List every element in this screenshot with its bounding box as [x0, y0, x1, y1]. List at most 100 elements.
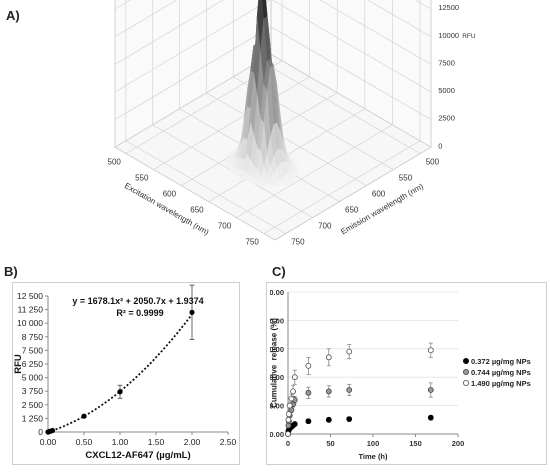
x-gridline	[263, 0, 421, 234]
y-tick-label: 0	[38, 427, 43, 437]
chart-c-frame	[266, 282, 547, 465]
z-gridline	[114, 0, 432, 38]
data-point	[285, 416, 292, 423]
fit-r-squared: R² = 0.9999	[116, 308, 163, 318]
data-point	[325, 416, 332, 423]
data-point	[49, 427, 56, 434]
z-gridline	[114, 0, 432, 93]
y-gridline	[125, 0, 286, 234]
x-tick-label: 650	[190, 206, 204, 215]
y-tick-label: 40.00	[270, 373, 284, 382]
surface-cell	[283, 180, 291, 187]
y-tick-label: 60.00	[270, 345, 284, 354]
z-tick-label: 0	[438, 141, 442, 150]
y-tick-label: 12 500	[17, 291, 43, 301]
surface-cell	[267, 179, 275, 188]
x-tick-label: 750	[245, 238, 259, 247]
legend-entry: 0.744 µg/mg NPs	[471, 368, 531, 377]
y-tick-label: 80.00	[270, 316, 284, 325]
y-axis-label: RFU	[13, 354, 24, 374]
x-tick-label: 550	[135, 174, 149, 183]
x-tick-label: 100	[367, 439, 380, 448]
surface-cell	[250, 178, 258, 187]
x-axis-label: Time (h)	[358, 452, 388, 461]
y-tick-label: 5 000	[22, 373, 44, 383]
legend-marker	[462, 358, 469, 365]
y-axis-label: Cumulative release (%)	[270, 318, 278, 408]
z-tick-label: 2500	[438, 114, 455, 123]
data-point	[325, 354, 332, 361]
x-tick-label: 0.50	[76, 437, 93, 447]
x-tick-label: 2.50	[220, 437, 237, 447]
legend-entry: 0.372 µg/mg NPs	[471, 357, 531, 366]
data-point	[346, 387, 353, 393]
y-tick-label: 700	[318, 222, 332, 231]
y-tick-label: 0.00	[270, 430, 284, 439]
y-tick-label: 2 500	[22, 400, 44, 410]
y-tick-label: 7 500	[22, 345, 44, 355]
data-point	[305, 362, 312, 369]
surface	[223, 0, 301, 188]
surface-cell	[260, 181, 268, 188]
data-point	[346, 348, 353, 355]
z-gridline	[114, 26, 432, 120]
data-point	[286, 402, 293, 409]
chart-a-surface: 7507006506005505007507006506005505000250…	[108, 0, 476, 247]
data-point	[427, 347, 434, 354]
x-tick-label: 1.50	[148, 437, 165, 447]
data-point	[285, 431, 291, 437]
y-tick-label: 1 250	[22, 413, 44, 423]
x-tick-label: 0	[286, 439, 290, 448]
data-point	[305, 418, 312, 425]
fit-equation: y = 1678.1x² + 2050.7x + 1.9374	[72, 296, 203, 306]
y-tick-label: 550	[399, 174, 413, 183]
x-tick-label: 2.00	[184, 437, 201, 447]
z-tick-label: 7500	[438, 58, 455, 67]
panel-label-c: C)	[272, 264, 286, 279]
x-gridline	[236, 0, 393, 218]
data-point	[346, 416, 353, 422]
x-gridline	[153, 0, 310, 170]
y-tick-label: 3 750	[22, 386, 44, 396]
x-tick-label: 600	[163, 190, 177, 199]
data-point	[290, 388, 297, 395]
x-tick-label: 150	[409, 439, 422, 448]
data-point	[305, 389, 312, 396]
legend-entry: 1.490 µg/mg NPs	[471, 379, 531, 388]
data-point	[291, 421, 298, 427]
chart-b-calibration: 0 1 250 2 500 3 750 5 000 6 250 7 500 8 750 10 0…	[13, 284, 237, 461]
series-1	[285, 414, 434, 437]
x-tick-label: 500	[108, 158, 122, 167]
z-gridline	[114, 0, 432, 65]
y-tick-label: 20.00	[270, 402, 284, 411]
fit-curve	[47, 313, 193, 433]
data-point	[81, 413, 87, 419]
x-tick-label: 700	[218, 222, 232, 231]
surface-cell	[237, 176, 245, 183]
series-3	[285, 342, 434, 437]
z-axis-label: RFU	[462, 33, 476, 40]
y-tick-label: 500	[426, 158, 440, 167]
chart-b-frame	[12, 282, 240, 465]
y-tick-label: 750	[291, 238, 305, 247]
y-tick-label: 600	[372, 190, 386, 199]
x-tick-label: 50	[326, 439, 334, 448]
x-gridline	[125, 0, 283, 154]
data-point	[189, 309, 195, 315]
y-gridline	[206, 0, 367, 186]
z-tick-label: 12500	[438, 3, 459, 12]
y-tick-label: 10 000	[17, 318, 43, 328]
data-point	[291, 374, 298, 381]
y-tick-label: 650	[345, 206, 359, 215]
series-2	[285, 382, 434, 437]
x-tick-label: 1.00	[112, 437, 129, 447]
data-point	[325, 388, 332, 395]
x-tick-label: 200	[452, 439, 465, 448]
z-tick-label: 5000	[438, 86, 455, 95]
y-tick-label: 8 750	[22, 332, 44, 342]
y-tick-label: 100.00	[270, 288, 284, 297]
y-tick-label: 11 250	[18, 305, 44, 315]
z-tick-label: 10000	[438, 31, 459, 40]
data-point	[285, 411, 292, 418]
data-point	[427, 414, 434, 421]
